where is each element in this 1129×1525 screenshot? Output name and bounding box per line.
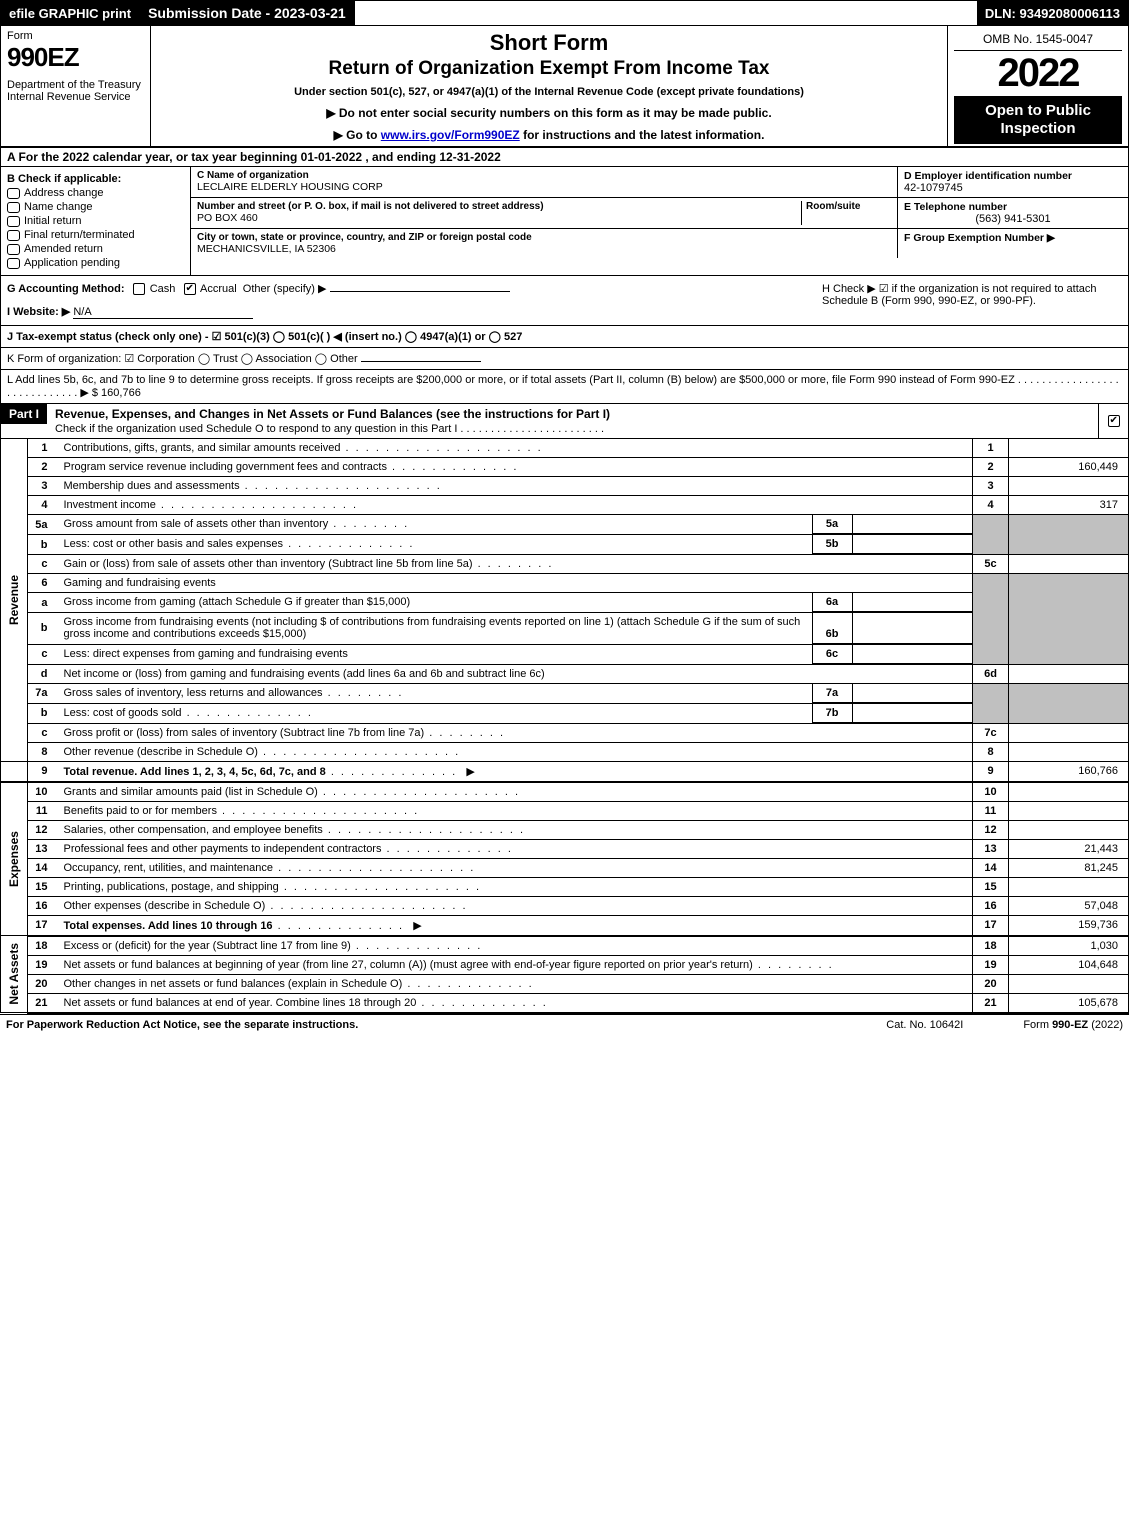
room-label: Room/suite [806,201,891,212]
cat-no: Cat. No. 10642I [886,1019,963,1031]
i-label: I Website: ▶ [7,306,70,318]
city-value: MECHANICSVILLE, IA 52306 [197,243,891,255]
h-check: H Check ▶ ☑ if the organization is not r… [822,282,1122,319]
efile-label[interactable]: efile GRAPHIC print [1,1,140,25]
form-number: 990EZ [7,42,144,73]
instruction-2: ▶ Go to www.irs.gov/Form990EZ for instru… [159,128,939,142]
l-value: 160,766 [101,387,141,399]
line-num: 1 [28,439,58,458]
checkbox-icon[interactable] [7,216,20,227]
b-label: B Check if applicable: [7,173,184,185]
g-label: G Accounting Method: [7,283,125,295]
b-opt-name[interactable]: Name change [7,201,184,213]
col-b: B Check if applicable: Address change Na… [1,167,191,275]
revenue-side: Revenue [1,439,28,761]
line-3-val [1009,477,1129,496]
d-ein: D Employer identification number 42-1079… [898,167,1128,197]
part1-check[interactable] [1098,404,1128,438]
line-3-desc: Membership dues and assessments [58,477,973,496]
f-label: F Group Exemption Number ▶ [904,232,1122,244]
header-left: Form 990EZ Department of the Treasury In… [1,26,151,146]
header-center: Short Form Return of Organization Exempt… [151,26,948,146]
city-label: City or town, state or province, country… [197,232,891,243]
e-label: E Telephone number [904,201,1122,213]
e-phone: E Telephone number (563) 941-5301 [898,198,1128,228]
c-name: C Name of organization LECLAIRE ELDERLY … [191,167,898,197]
k-text: K Form of organization: ☑ Corporation ◯ … [7,353,358,365]
phone-value: (563) 941-5301 [904,213,1122,225]
submission-date: Submission Date - 2023-03-21 [140,1,355,25]
ein-value: 42-1079745 [904,182,1122,194]
omb-number: OMB No. 1545-0047 [954,28,1122,51]
l-text: L Add lines 5b, 6c, and 7b to line 9 to … [7,374,1119,399]
col-cdef: C Name of organization LECLAIRE ELDERLY … [191,167,1128,275]
dept-label: Department of the Treasury Internal Reve… [7,79,144,103]
b-opt-initial[interactable]: Initial return [7,215,184,227]
sec-gh: G Accounting Method: Cash Accrual Other … [0,276,1129,326]
checkbox-icon[interactable] [7,202,20,213]
irs-link[interactable]: www.irs.gov/Form990EZ [381,128,520,142]
b-opt-address[interactable]: Address change [7,187,184,199]
part1-header: Part I Revenue, Expenses, and Changes in… [0,404,1129,439]
netassets-side: Net Assets [1,936,28,1013]
checkbox-icon[interactable] [7,244,20,255]
footer: For Paperwork Reduction Act Notice, see … [0,1014,1129,1035]
line-1-val [1009,439,1129,458]
form-word: Form [7,30,144,42]
short-form-title: Short Form [159,30,939,56]
paperwork-notice: For Paperwork Reduction Act Notice, see … [6,1019,358,1031]
j-status: J Tax-exempt status (check only one) - ☑… [0,326,1129,348]
checkbox-icon [1108,415,1120,427]
row-a: A For the 2022 calendar year, or tax yea… [0,148,1129,167]
k-org: K Form of organization: ☑ Corporation ◯ … [0,348,1129,370]
form-subtitle: Under section 501(c), 527, or 4947(a)(1)… [159,86,939,98]
f-group: F Group Exemption Number ▶ [898,229,1128,258]
form-title: Return of Organization Exempt From Incom… [159,58,939,80]
line-rn: 1 [973,439,1009,458]
org-name: LECLAIRE ELDERLY HOUSING CORP [197,181,891,193]
b-opt-amended[interactable]: Amended return [7,243,184,255]
d-label: D Employer identification number [904,170,1122,182]
part1-title: Revenue, Expenses, and Changes in Net As… [47,404,1098,438]
block-bcdef: B Check if applicable: Address change Na… [0,167,1129,276]
public-inspection: Open to Public Inspection [954,96,1122,144]
b-opt-pending[interactable]: Application pending [7,257,184,269]
checkbox-icon[interactable] [184,283,196,295]
c-address: Number and street (or P. O. box, if mail… [191,198,898,228]
tax-year: 2022 [954,51,1122,96]
form-header: Form 990EZ Department of the Treasury In… [0,26,1129,148]
line-2-desc: Program service revenue including govern… [58,458,973,477]
header-right: OMB No. 1545-0047 2022 Open to Public In… [948,26,1128,146]
top-bar: efile GRAPHIC print Submission Date - 20… [0,0,1129,26]
line-1-desc: Contributions, gifts, grants, and simila… [58,439,973,458]
l-receipts: L Add lines 5b, 6c, and 7b to line 9 to … [0,370,1129,404]
checkbox-icon[interactable] [7,230,20,241]
inst2-pre: ▶ Go to [334,128,381,142]
c-city: City or town, state or province, country… [191,229,898,258]
inst2-post: for instructions and the latest informat… [520,128,765,142]
b-opt-final[interactable]: Final return/terminated [7,229,184,241]
dln: DLN: 93492080006113 [977,1,1128,25]
addr-value: PO BOX 460 [197,212,801,224]
website-value: N/A [73,306,253,319]
checkbox-icon[interactable] [7,188,20,199]
checkbox-icon[interactable] [133,283,145,295]
g-accounting: G Accounting Method: Cash Accrual Other … [7,282,822,319]
part1-label: Part I [1,404,47,424]
addr-label: Number and street (or P. O. box, if mail… [197,201,801,212]
expenses-side: Expenses [1,782,28,936]
lines-table: Revenue 1 Contributions, gifts, grants, … [0,439,1129,1014]
line-2-val: 160,449 [1009,458,1129,477]
form-ref: Form 990-EZ (2022) [1023,1019,1123,1031]
k-other-input[interactable] [361,361,481,362]
instruction-1: ▶ Do not enter social security numbers o… [159,106,939,120]
line-9-val: 160,766 [1009,761,1129,782]
checkbox-icon[interactable] [7,258,20,269]
c-name-label: C Name of organization [197,170,891,181]
line-4-val: 317 [1009,496,1129,515]
other-input[interactable] [330,291,510,292]
j-text: J Tax-exempt status (check only one) - ☑… [7,331,522,343]
line-4-desc: Investment income [58,496,973,515]
